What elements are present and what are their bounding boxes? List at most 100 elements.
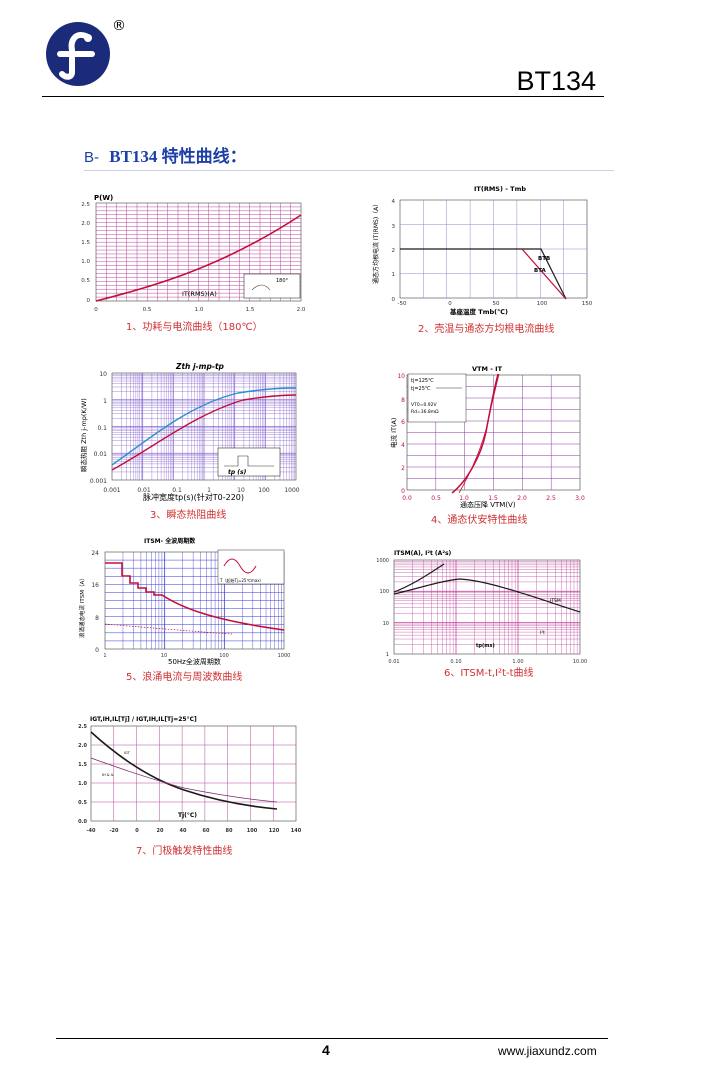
c1-ytick: 0 xyxy=(87,298,91,304)
c2-title: IT(RMS) - Tmb xyxy=(474,185,526,193)
c7-curve-igt xyxy=(90,731,278,810)
c6-xtick: 1.00 xyxy=(512,659,523,665)
c3-xtick: 0.1 xyxy=(172,487,182,494)
c1-ytick: 2.5 xyxy=(81,202,90,208)
c4-yticks: 10 8 6 4 2 0 xyxy=(397,373,405,495)
c5-xlabel: 50Hz全波周期数 xyxy=(168,658,221,666)
c3-curve-red xyxy=(111,394,297,471)
c7-xtick: 100 xyxy=(247,828,258,834)
plot-frame xyxy=(393,559,581,655)
c2-yticks: 4 3 2 1 0 xyxy=(392,199,396,303)
c3-ytick: 0.001 xyxy=(90,478,107,485)
c2-xtick: 50 xyxy=(493,301,500,307)
c4-legend xyxy=(407,373,467,423)
c6-xtick: 0.10 xyxy=(450,659,461,665)
chart-current-vs-case-temp: IT(RMS) - Tmb 通态方均根电流 IT(RMS)（A） 4 3 2 1… xyxy=(368,184,608,319)
c5-xtick: 1000 xyxy=(278,653,291,659)
c5-inset xyxy=(217,549,285,585)
c2-btb-line xyxy=(400,248,567,300)
c4-ytick: 6 xyxy=(401,419,405,426)
c7-caption: 7、门极触发特性曲线 xyxy=(136,846,233,857)
c7-ytick: 2.5 xyxy=(78,724,87,730)
c4-xtick: 1.5 xyxy=(488,495,498,502)
c1-xlabel: IT(RMS)(A) xyxy=(182,290,217,298)
footer-rule xyxy=(56,1038,608,1040)
registered-mark: ® xyxy=(112,18,126,34)
c7-xticks: -40 -20 0 20 40 60 80 100 120 140 xyxy=(86,828,301,834)
c1-xtick: 1.0 xyxy=(195,307,204,313)
c3-title: Zth j-mp-tp xyxy=(175,362,225,371)
c4-ytick: 4 xyxy=(401,442,405,449)
c3-curve-blue xyxy=(111,387,297,466)
c3-xtick: 1 xyxy=(207,487,211,494)
c7-xtick: -40 xyxy=(86,828,96,834)
c3-ylabel: 瞬态热阻 Zth j-mp(K/W) xyxy=(79,398,88,472)
c3-xtick: 10 xyxy=(237,487,245,494)
c5-grid xyxy=(104,551,285,650)
c1-xticks: 0 0.5 1.0 1.5 2.0 xyxy=(94,307,306,313)
c4-note-1: VT0=0.92V xyxy=(411,402,437,408)
c2-ytick: 4 xyxy=(392,199,396,205)
c4-xtick: 0.0 xyxy=(402,495,412,502)
c7-title: IGT,IH,IL[Tj] / IGT,IH,IL[Tj=25°C] xyxy=(90,716,197,723)
c7-xtick: 80 xyxy=(226,828,233,834)
c2-xlabel: 基座温度 Tmb(℃) xyxy=(449,307,508,316)
c3-caption: 3、瞬态热阻曲线 xyxy=(150,510,227,521)
c1-inset xyxy=(243,273,301,299)
c4-ytick: 0 xyxy=(401,488,405,495)
c2-xtick: 0 xyxy=(448,301,452,307)
c5-inset-wave xyxy=(223,558,257,574)
c6-xtick: 10.00 xyxy=(573,659,587,665)
chart-surge-current-vs-cycles: ITSM- 全波周期数 浪涌通态电流 ITSM（A） 24 16 8 0 1 1… xyxy=(72,536,292,666)
c7-ytick: 1.5 xyxy=(78,762,87,768)
c6-ytick: 10 xyxy=(383,621,389,627)
c5-ytick: 16 xyxy=(91,582,99,589)
c2-ytick: 3 xyxy=(392,224,396,230)
c1-ytick: 0.5 xyxy=(81,278,90,284)
c4-xtick: 2.5 xyxy=(546,495,556,502)
c1-ylabel: P(W) xyxy=(94,194,113,202)
c7-xtick: 60 xyxy=(203,828,210,834)
c1-xtick: 2.0 xyxy=(297,307,306,313)
company-logo xyxy=(46,22,110,86)
c4-xtick: 0.5 xyxy=(431,495,441,502)
c7-label-igt: IGT xyxy=(124,751,131,755)
c4-ylabel: 电流 IT(A) xyxy=(389,418,398,448)
c2-ytick: 1 xyxy=(392,272,396,278)
c4-curve-125 xyxy=(458,373,500,494)
c7-grid xyxy=(90,725,297,822)
c6-grid xyxy=(393,559,581,655)
header-rule xyxy=(42,96,604,98)
c4-curve-25 xyxy=(451,373,499,494)
c3-xtick: 1000 xyxy=(284,487,299,494)
c7-ytick: 0.0 xyxy=(78,819,87,825)
c1-xtick: 0.5 xyxy=(143,307,152,313)
c7-label-ih: IH & IL xyxy=(102,773,114,777)
c6-label-i2t: I²t xyxy=(540,630,545,636)
c7-xtick: 120 xyxy=(269,828,280,834)
c7-yticks: 2.5 2.0 1.5 1.0 0.5 0.0 xyxy=(78,724,87,825)
c5-xtick: 10 xyxy=(161,653,167,659)
c6-ytick: 1 xyxy=(386,652,389,658)
c4-xticks: 0.0 0.5 1.0 1.5 2.0 2.5 3.0 xyxy=(402,495,585,502)
c7-xtick: 40 xyxy=(180,828,187,834)
c5-xticks: 1 10 100 1000 xyxy=(103,653,290,659)
c6-curve-itsm xyxy=(393,578,581,613)
c6-yticks: 1000 100 10 1 xyxy=(376,558,389,658)
c2-label-btb: BTB xyxy=(538,256,550,262)
c6-xlabel: tp(ms) xyxy=(476,643,495,649)
section-letter: B- xyxy=(84,149,99,166)
c3-inset-pulse xyxy=(224,455,274,467)
c1-caption: 1、功耗与电流曲线（180℃） xyxy=(126,322,263,333)
chart-on-state-iv: VTM - IT 电流 IT(A) 10 8 6 4 2 0 0.0 0.5 1… xyxy=(386,362,592,508)
c4-caption: 4、通态伏安特性曲线 xyxy=(431,515,528,526)
c1-yticks: 2.5 2.0 1.5 1.0 0.5 0 xyxy=(81,202,90,304)
section-title: BT134 特性曲线： xyxy=(109,147,247,166)
c2-ytick: 0 xyxy=(392,297,396,303)
c2-bta-line xyxy=(521,248,567,300)
c1-grid xyxy=(95,202,302,302)
c1-ytick: 1.0 xyxy=(81,259,90,265)
c7-curve-ih xyxy=(90,757,278,803)
c2-xtick: 100 xyxy=(537,301,548,307)
c6-caption: 6、ITSM-t,I²t-t曲线 xyxy=(444,668,534,679)
